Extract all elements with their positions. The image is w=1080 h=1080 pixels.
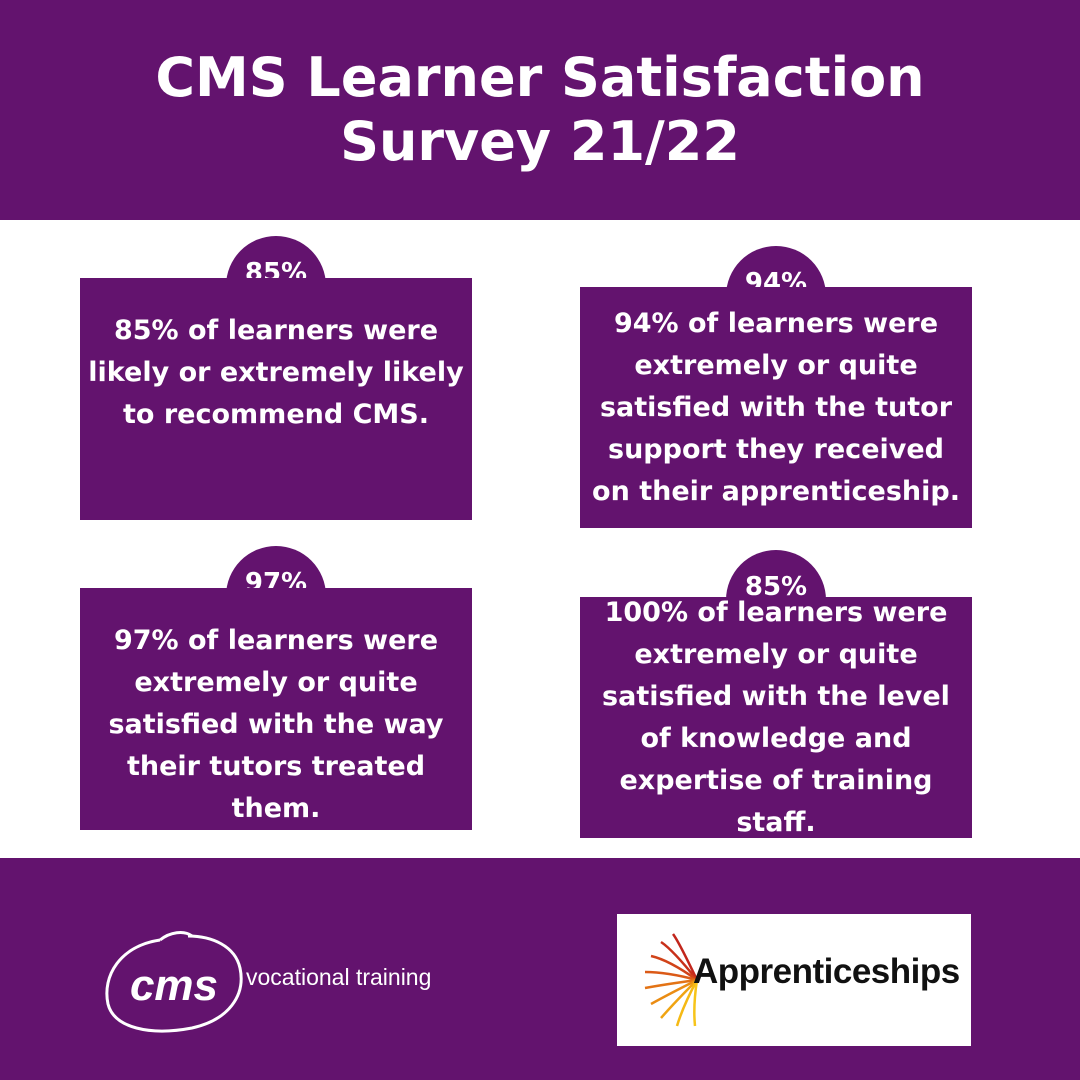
stat-statement: 97% of learners were extremely or quite …: [108, 625, 444, 824]
cms-tagline: vocational training: [246, 964, 432, 990]
page-title: CMS Learner Satisfaction Survey 21/22: [155, 46, 925, 173]
stat-card-1: 85% of learners were likely or extremely…: [80, 278, 472, 520]
stat-statement: 100% of learners were extremely or quite…: [602, 596, 950, 838]
apprenticeships-burst-icon: [644, 933, 699, 1027]
header-banner: CMS Learner Satisfaction Survey 21/22: [0, 0, 1080, 220]
stat-card-2: 94% of learners were extremely or quite …: [580, 287, 972, 528]
stat-card-3: 97% of learners were extremely or quite …: [80, 588, 472, 830]
stat-statement: 94% of learners were extremely or quite …: [592, 307, 960, 507]
cms-logo-text: cms: [130, 961, 218, 1010]
apprenticeships-text: Apprenticeships: [693, 952, 960, 991]
cms-logo: cms: [105, 931, 243, 1033]
apprenticeships-logo: Apprenticeships: [617, 914, 971, 1046]
stat-card-4: 100% of learners were extremely or quite…: [580, 597, 972, 838]
stat-statement: 85% of learners were likely or extremely…: [88, 315, 464, 430]
